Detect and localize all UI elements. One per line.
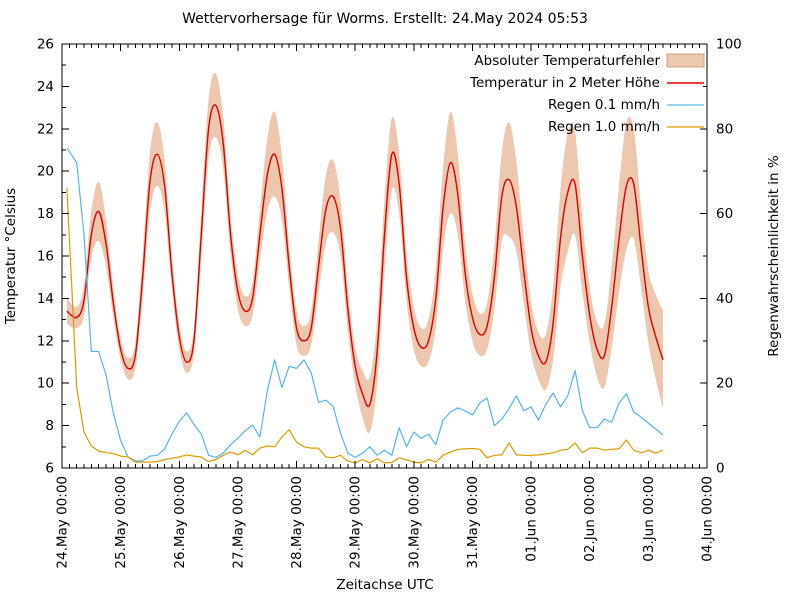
rain-01-line bbox=[66, 147, 664, 462]
y-tick-label: 22 bbox=[37, 121, 54, 137]
x-tick-label: 26.May 00:00 bbox=[172, 476, 188, 569]
legend-label-rain-01: Regen 0.1 mm/h bbox=[548, 97, 660, 113]
y-tick-label: 26 bbox=[37, 37, 54, 53]
legend-label-rain-10: Regen 1.0 mm/h bbox=[548, 119, 660, 135]
chart-title: Wettervorhersage für Worms. Erstellt: 24… bbox=[182, 11, 588, 27]
rain-10-line bbox=[66, 188, 664, 464]
y-axis-label: Temperatur °Celsius bbox=[3, 188, 19, 325]
y2-tick-label: 80 bbox=[716, 121, 733, 137]
y-tick-label: 16 bbox=[37, 249, 54, 265]
x-tick-label: 24.May 00:00 bbox=[55, 476, 71, 569]
x-tick-label: 27.May 00:00 bbox=[230, 476, 246, 569]
x-tick-label: 04.Jun 00:00 bbox=[700, 476, 716, 562]
y2-tick-label: 100 bbox=[716, 37, 742, 53]
legend-item-temperature: Temperatur in 2 Meter Höhe bbox=[469, 75, 704, 91]
legend-label-temperature: Temperatur in 2 Meter Höhe bbox=[469, 75, 660, 91]
y-tick-label: 24 bbox=[37, 79, 54, 95]
temperature-error-band bbox=[66, 72, 664, 434]
tick-labels-layer: 6 8 10 12 14 16 18 20 22 24 26 0 20 40 60 80 100 24.May 0… bbox=[37, 37, 742, 569]
y2-tick-label: 0 bbox=[716, 461, 725, 477]
y2-tick-label: 40 bbox=[716, 291, 733, 307]
legend: Absoluter Temperaturfehler Temperatur in… bbox=[469, 53, 705, 135]
y2-tick-label: 20 bbox=[716, 376, 733, 392]
y-tick-label: 14 bbox=[37, 291, 54, 307]
x-tick-label: 01.Jun 00:00 bbox=[524, 476, 540, 562]
y-tick-label: 18 bbox=[37, 206, 54, 222]
x-tick-label: 30.May 00:00 bbox=[406, 476, 422, 569]
x-tick-label: 31.May 00:00 bbox=[465, 476, 481, 569]
y-tick-label: 12 bbox=[37, 333, 54, 349]
axes-layer bbox=[61, 43, 708, 469]
x-axis-label: Zeitachse UTC bbox=[336, 577, 433, 593]
legend-swatch-temperature-error-icon bbox=[666, 53, 705, 68]
curves-layer bbox=[66, 72, 664, 464]
x-tick-label: 25.May 00:00 bbox=[113, 476, 129, 569]
x-tick-label: 03.Jun 00:00 bbox=[641, 476, 657, 562]
temperature-line bbox=[66, 104, 664, 408]
y-tick-label: 10 bbox=[37, 376, 54, 392]
x-tick-label: 28.May 00:00 bbox=[289, 476, 305, 569]
y-tick-label: 8 bbox=[45, 418, 54, 434]
y-tick-label: 6 bbox=[45, 461, 54, 477]
y-tick-label: 20 bbox=[37, 164, 54, 180]
legend-item-rain-10: Regen 1.0 mm/h bbox=[548, 119, 704, 135]
y2-axis-label: Regenwahrscheinlichkeit in % bbox=[766, 155, 782, 357]
legend-label-temperature-error: Absoluter Temperaturfehler bbox=[474, 53, 660, 69]
legend-item-rain-01: Regen 0.1 mm/h bbox=[548, 97, 704, 113]
legend-item-temperature-error: Absoluter Temperaturfehler bbox=[474, 53, 705, 69]
x-tick-label: 02.Jun 00:00 bbox=[582, 476, 598, 562]
x-tick-label: 29.May 00:00 bbox=[348, 476, 364, 569]
y2-tick-label: 60 bbox=[716, 206, 733, 222]
